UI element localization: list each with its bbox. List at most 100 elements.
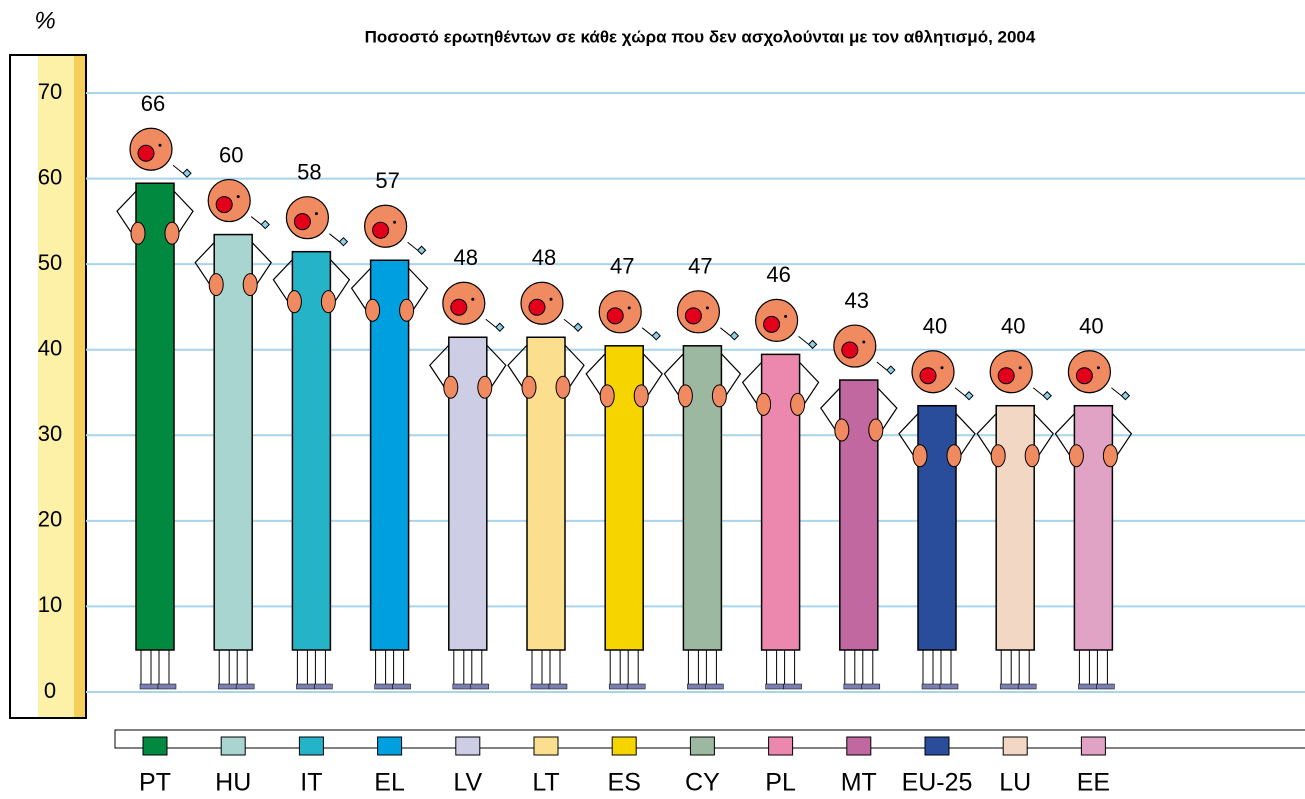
- hand: [757, 393, 771, 415]
- whistle: [564, 319, 582, 331]
- eye: [315, 212, 318, 215]
- foot: [1000, 684, 1018, 689]
- eye: [941, 366, 944, 369]
- leg: [767, 650, 777, 686]
- y-axis-band-edge: [74, 56, 85, 717]
- legend-swatch: [769, 737, 793, 755]
- leg: [550, 650, 560, 686]
- eye: [159, 144, 162, 147]
- leg: [1097, 650, 1107, 686]
- foot: [844, 684, 862, 689]
- value-label: 48: [532, 245, 556, 270]
- whistle: [720, 328, 738, 340]
- hand: [243, 274, 257, 296]
- hand: [131, 222, 145, 244]
- bar: [996, 406, 1034, 650]
- nose: [138, 145, 154, 161]
- hand: [556, 376, 570, 398]
- nose: [216, 197, 232, 213]
- x-tick-label: CY: [685, 769, 720, 797]
- hand: [791, 393, 805, 415]
- foot: [393, 684, 411, 689]
- legend-swatch: [221, 737, 245, 755]
- leg: [628, 650, 638, 686]
- legend-swatch: [143, 737, 167, 755]
- eye: [862, 341, 865, 344]
- foot: [784, 684, 802, 689]
- x-tick-label: EE: [1077, 769, 1110, 797]
- y-tick-label: 50: [38, 250, 62, 275]
- value-label: 46: [766, 262, 790, 287]
- bar: [1074, 406, 1112, 650]
- x-tick-label: LT: [532, 769, 559, 797]
- legend-swatch: [847, 737, 871, 755]
- whistle: [642, 328, 660, 340]
- foot: [218, 684, 236, 689]
- leg: [237, 650, 247, 686]
- whistle: [1111, 388, 1129, 400]
- x-tick-label: EL: [374, 769, 405, 797]
- foot: [862, 684, 880, 689]
- foot: [1078, 684, 1096, 689]
- leg: [141, 650, 151, 686]
- whistle: [408, 242, 426, 254]
- foot: [453, 684, 471, 689]
- hand: [600, 385, 614, 407]
- hand: [634, 385, 648, 407]
- bar: [214, 235, 252, 650]
- value-label: 48: [454, 245, 478, 270]
- foot: [687, 684, 705, 689]
- hand: [913, 445, 927, 467]
- hand: [522, 376, 536, 398]
- leg: [454, 650, 464, 686]
- foot: [531, 684, 549, 689]
- leg: [472, 650, 482, 686]
- y-tick-label: 0: [44, 678, 56, 703]
- value-label: 43: [845, 288, 869, 313]
- foot: [375, 684, 393, 689]
- hand: [1069, 445, 1083, 467]
- bar: [918, 406, 956, 650]
- value-label: 47: [688, 254, 712, 279]
- leg: [1019, 650, 1029, 686]
- hand: [991, 445, 1005, 467]
- hand: [366, 299, 380, 321]
- eye: [393, 221, 396, 224]
- leg: [845, 650, 855, 686]
- nose: [607, 308, 623, 324]
- foot: [140, 684, 158, 689]
- x-tick-label: LV: [453, 769, 482, 797]
- foot: [627, 684, 645, 689]
- x-tick-label: PT: [139, 769, 171, 797]
- eye: [1097, 366, 1100, 369]
- eye: [706, 306, 709, 309]
- hand: [165, 222, 179, 244]
- legend-swatch: [534, 737, 558, 755]
- x-tick-label: MT: [841, 769, 877, 797]
- y-tick-label: 40: [38, 336, 62, 361]
- value-label: 40: [1001, 314, 1025, 339]
- leg: [785, 650, 795, 686]
- hand: [678, 385, 692, 407]
- value-label: 57: [375, 168, 399, 193]
- foot: [158, 684, 176, 689]
- nose: [920, 368, 936, 384]
- foot: [1018, 684, 1036, 689]
- eye: [471, 298, 474, 301]
- value-label: 60: [219, 142, 243, 167]
- foot: [471, 684, 489, 689]
- leg: [315, 650, 325, 686]
- whistle: [173, 165, 191, 177]
- x-tick-label: IT: [300, 769, 322, 797]
- whistle: [799, 336, 817, 348]
- foot: [766, 684, 784, 689]
- leg: [1079, 650, 1089, 686]
- value-label: 40: [923, 314, 947, 339]
- nose: [529, 299, 545, 315]
- hand: [287, 291, 301, 313]
- leg: [941, 650, 951, 686]
- foot: [314, 684, 332, 689]
- leg: [688, 650, 698, 686]
- hand: [478, 376, 492, 398]
- foot: [236, 684, 254, 689]
